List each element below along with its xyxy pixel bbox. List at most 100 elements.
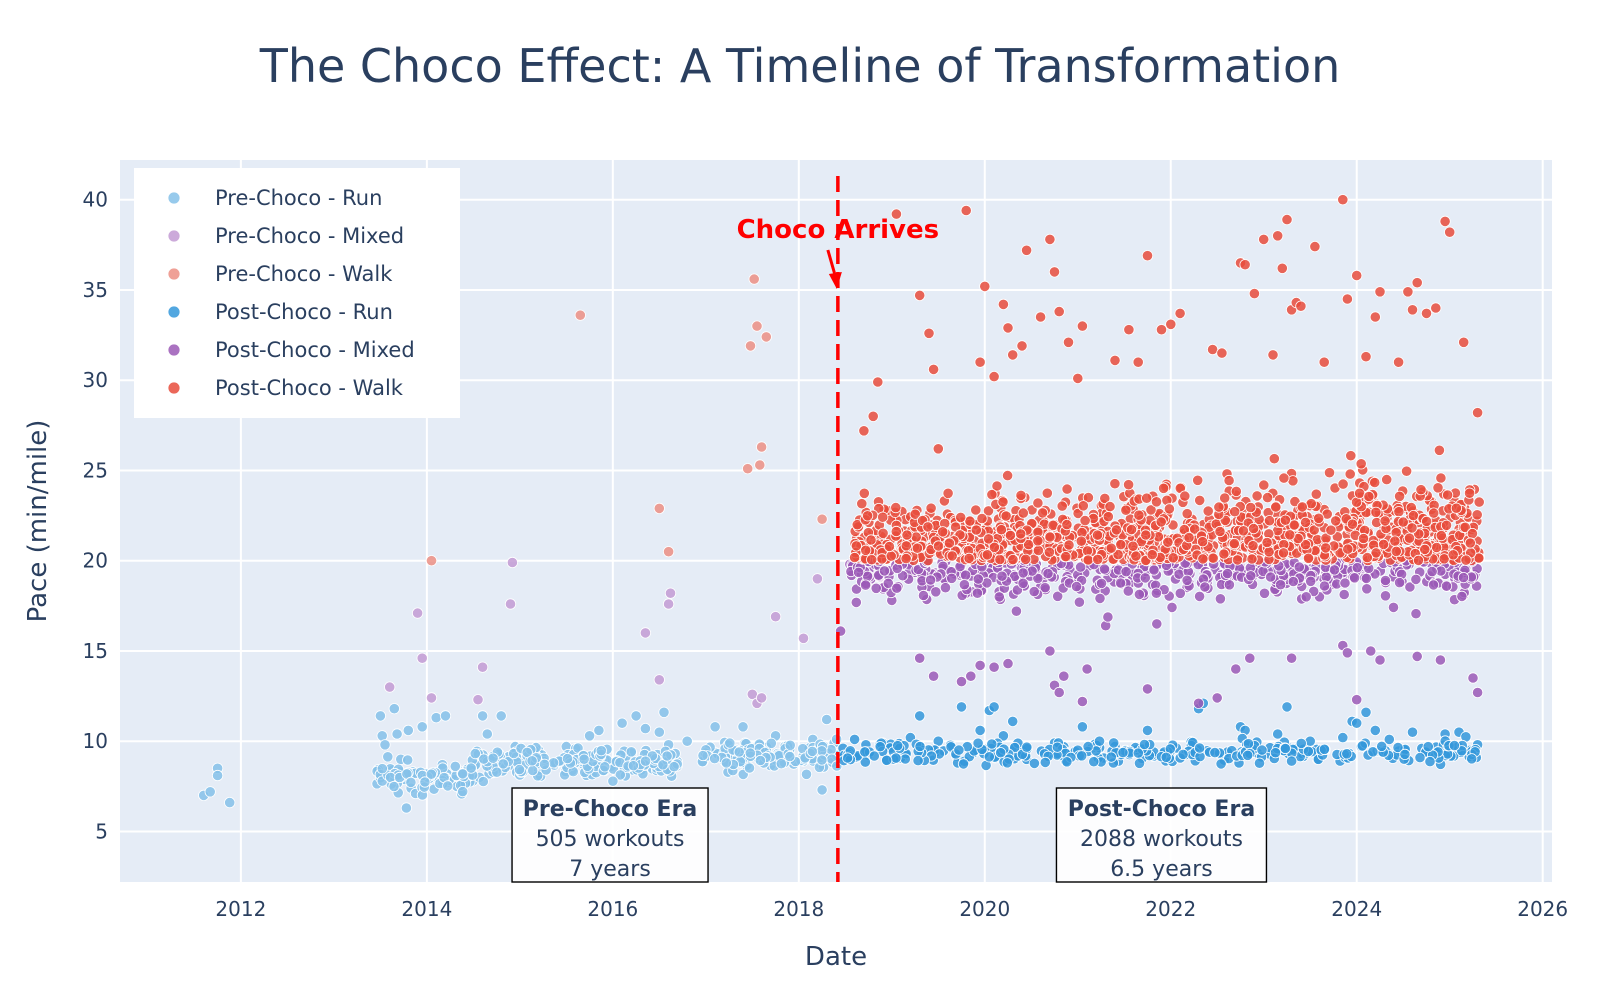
post-choco-mixed-point bbox=[1139, 572, 1151, 584]
post-choco-walk-point bbox=[885, 550, 897, 562]
post-choco-walk-point bbox=[1041, 487, 1053, 499]
post-choco-run-point bbox=[955, 701, 968, 713]
post-choco-run-point bbox=[1337, 731, 1349, 744]
pre-choco-run-point bbox=[708, 752, 721, 765]
post-choco-walk-point bbox=[925, 502, 937, 514]
post-choco-walk-point bbox=[1127, 540, 1139, 552]
post-choco-mixed-point bbox=[1098, 563, 1111, 575]
post-choco-mixed-point bbox=[1174, 587, 1186, 599]
post-choco-walk-point bbox=[1272, 230, 1284, 242]
post-choco-run-point bbox=[957, 758, 970, 770]
post-choco-mixed-point bbox=[955, 675, 968, 688]
legend-marker bbox=[167, 229, 181, 243]
post-choco-mixed-point bbox=[1374, 654, 1386, 666]
post-choco-walk-point bbox=[1140, 529, 1152, 541]
post-choco-walk-point bbox=[1471, 509, 1483, 521]
post-choco-walk-point bbox=[1230, 485, 1242, 497]
post-choco-mixed-point bbox=[1379, 590, 1392, 602]
post-choco-walk-point bbox=[1435, 529, 1447, 542]
post-choco-walk-point bbox=[986, 488, 998, 501]
post-choco-walk-point bbox=[1419, 543, 1431, 556]
pre-choco-walk-point bbox=[748, 273, 760, 285]
post-choco-mixed-point bbox=[1244, 652, 1256, 664]
post-choco-run-point bbox=[1281, 701, 1293, 713]
post-choco-run-point bbox=[1117, 746, 1129, 759]
pre-choco-mixed-point bbox=[425, 692, 438, 704]
post-choco-walk-point bbox=[1302, 552, 1315, 564]
post-choco-walk-point bbox=[877, 511, 889, 523]
post-choco-walk-point bbox=[1231, 554, 1244, 566]
post-choco-mixed-point bbox=[1151, 618, 1163, 630]
post-choco-mixed-point bbox=[1410, 573, 1422, 586]
post-choco-walk-point bbox=[1197, 553, 1209, 565]
post-choco-mixed-point bbox=[1328, 564, 1341, 576]
post-choco-walk-point bbox=[1072, 372, 1084, 384]
post-choco-run-point bbox=[1406, 726, 1419, 738]
post-choco-walk-point bbox=[1360, 351, 1372, 363]
post-choco-run-point bbox=[1039, 756, 1051, 769]
post-choco-mixed-point bbox=[1230, 663, 1242, 675]
post-choco-run-point bbox=[1133, 757, 1146, 769]
post-choco-run-point bbox=[1286, 755, 1298, 767]
post-choco-run-point bbox=[1108, 737, 1120, 749]
post-choco-walk-point bbox=[1344, 468, 1356, 480]
post-choco-walk-point bbox=[1407, 509, 1420, 522]
post-choco-run-point bbox=[1414, 751, 1426, 764]
legend-marker bbox=[167, 305, 181, 319]
post-choco-walk-point bbox=[1370, 547, 1382, 559]
post-choco-walk-point bbox=[1330, 515, 1342, 527]
era-annotation-title: Post-Choco Era bbox=[1068, 797, 1255, 822]
post-choco-walk-point bbox=[1079, 514, 1091, 527]
pre-choco-run-point bbox=[521, 746, 533, 759]
legend-box bbox=[134, 168, 460, 418]
post-choco-mixed-point bbox=[1181, 574, 1193, 586]
post-choco-walk-point bbox=[1325, 524, 1337, 536]
pre-choco-run-point bbox=[816, 754, 828, 766]
era-annotation-years: 7 years bbox=[569, 857, 651, 882]
y-tick-label: 40 bbox=[83, 188, 108, 212]
post-choco-run-point bbox=[1356, 740, 1368, 752]
pre-choco-mixed-point bbox=[472, 694, 484, 706]
pre-choco-run-point bbox=[391, 728, 403, 740]
post-choco-mixed-point bbox=[1039, 582, 1051, 594]
era-annotation-workouts: 2088 workouts bbox=[1080, 827, 1243, 852]
post-choco-walk-point bbox=[1318, 356, 1330, 368]
post-choco-mixed-point bbox=[1318, 580, 1331, 592]
post-choco-walk-point bbox=[1281, 214, 1293, 226]
post-choco-walk-point bbox=[1472, 407, 1484, 419]
post-choco-walk-point bbox=[1048, 266, 1061, 278]
post-choco-run-point bbox=[1369, 724, 1381, 737]
pre-choco-run-point bbox=[400, 802, 412, 814]
post-choco-walk-point bbox=[1246, 553, 1258, 565]
post-choco-run-point bbox=[1105, 751, 1117, 763]
post-choco-mixed-point bbox=[1081, 663, 1093, 675]
post-choco-walk-point bbox=[1165, 318, 1177, 330]
post-choco-walk-point bbox=[1001, 469, 1014, 482]
post-choco-walk-point bbox=[1000, 510, 1012, 522]
post-choco-run-point bbox=[1138, 738, 1151, 751]
pre-choco-run-point bbox=[639, 755, 652, 767]
pre-choco-run-point bbox=[497, 758, 509, 770]
post-choco-mixed-point bbox=[1305, 575, 1317, 587]
pre-choco-run-point bbox=[526, 755, 538, 767]
post-choco-walk-point bbox=[1276, 262, 1288, 274]
post-choco-walk-point bbox=[890, 525, 902, 538]
post-choco-walk-point bbox=[1439, 215, 1451, 227]
post-choco-walk-point bbox=[1323, 467, 1336, 479]
post-choco-walk-point bbox=[960, 204, 972, 217]
post-choco-walk-point bbox=[1020, 553, 1032, 565]
post-choco-run-point bbox=[1302, 745, 1315, 758]
post-choco-mixed-point bbox=[924, 574, 937, 586]
post-choco-mixed-point bbox=[1166, 601, 1178, 614]
pre-choco-run-point bbox=[806, 745, 819, 758]
post-choco-walk-point bbox=[1155, 324, 1168, 336]
post-choco-run-point bbox=[988, 701, 1000, 713]
pre-choco-run-point bbox=[593, 724, 605, 737]
y-tick-label: 30 bbox=[83, 368, 108, 392]
legend-marker bbox=[167, 381, 181, 395]
post-choco-walk-point bbox=[1295, 300, 1307, 312]
post-choco-mixed-point bbox=[1426, 565, 1438, 578]
x-tick-label: 2020 bbox=[959, 897, 1010, 921]
post-choco-walk-point bbox=[1043, 546, 1056, 558]
post-choco-mixed-point bbox=[1427, 579, 1440, 591]
